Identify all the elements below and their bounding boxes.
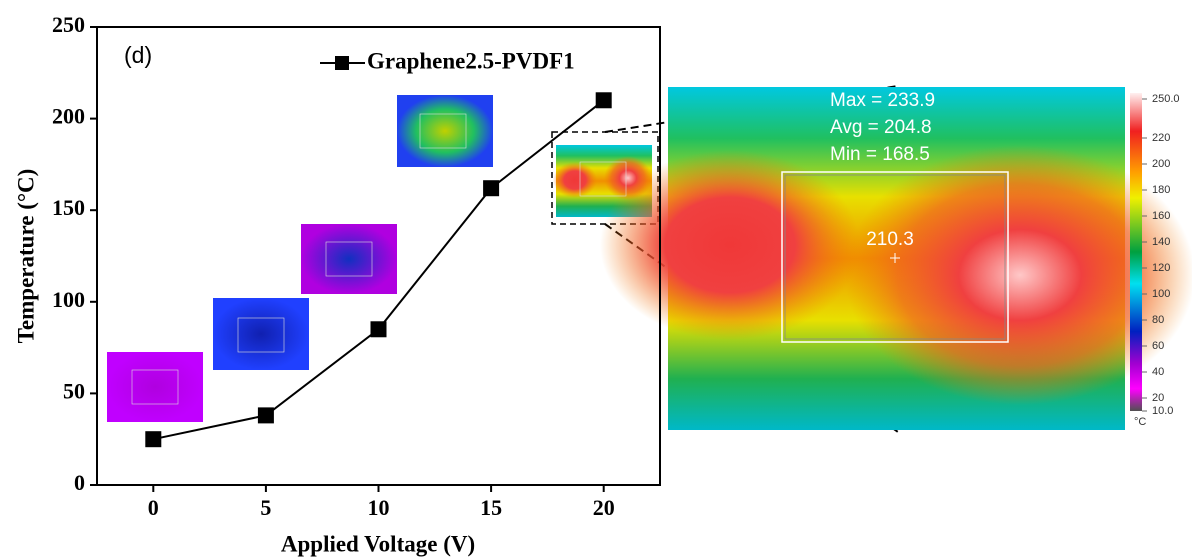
x-tick-label: 10 [368, 495, 390, 520]
chart: 210.3 °C (d) Applied Voltage (V) Tempera… [0, 0, 1192, 560]
x-tick-label: 20 [593, 495, 615, 520]
y-tick-label: 250 [52, 12, 85, 37]
colorbar-label: 200 [1152, 158, 1170, 170]
data-point [483, 180, 499, 196]
x-tick-label: 5 [260, 495, 271, 520]
colorbar-label: 160 [1152, 210, 1170, 222]
colorbar-label: 120 [1152, 262, 1170, 274]
data-point [371, 321, 387, 337]
colorbar-label: 10.0 [1152, 405, 1173, 417]
colorbar-label: 40 [1152, 366, 1164, 378]
image-stat: Max = 233.9 [830, 90, 935, 111]
colorbar-label: 250.0 [1152, 93, 1180, 105]
data-point [258, 407, 274, 423]
legend-marker [335, 56, 349, 70]
colorbar-label: 60 [1152, 340, 1164, 352]
colorbar-label: 20 [1152, 392, 1164, 404]
thermal-image: 210.3 °C [600, 87, 1192, 430]
y-tick-label: 100 [52, 287, 85, 312]
colorbar-label: 140 [1152, 236, 1170, 248]
x-tick-label: 0 [148, 495, 159, 520]
center-value: 210.3 [866, 229, 914, 250]
data-point [596, 92, 612, 108]
annotation: (d) [124, 42, 152, 68]
colorbar-label: 80 [1152, 314, 1164, 326]
y-tick-label: 150 [52, 195, 85, 220]
colorbar-label: 100 [1152, 288, 1170, 300]
image-stat: Min = 168.5 [830, 144, 930, 165]
y-tick-label: 0 [74, 470, 85, 495]
image-stat: Avg = 204.8 [830, 117, 932, 138]
data-point [145, 431, 161, 447]
legend-label: Graphene2.5-PVDF1 [367, 48, 575, 73]
x-axis-label: Applied Voltage (V) [281, 531, 475, 556]
colorbar-label: 220 [1152, 132, 1170, 144]
y-tick-label: 50 [63, 378, 85, 403]
colorbar-label: 180 [1152, 184, 1170, 196]
y-axis-label: Temperature (°C) [13, 169, 38, 344]
x-tick-label: 15 [480, 495, 502, 520]
colorbar-unit: °C [1134, 416, 1146, 428]
y-tick-label: 200 [52, 104, 85, 129]
